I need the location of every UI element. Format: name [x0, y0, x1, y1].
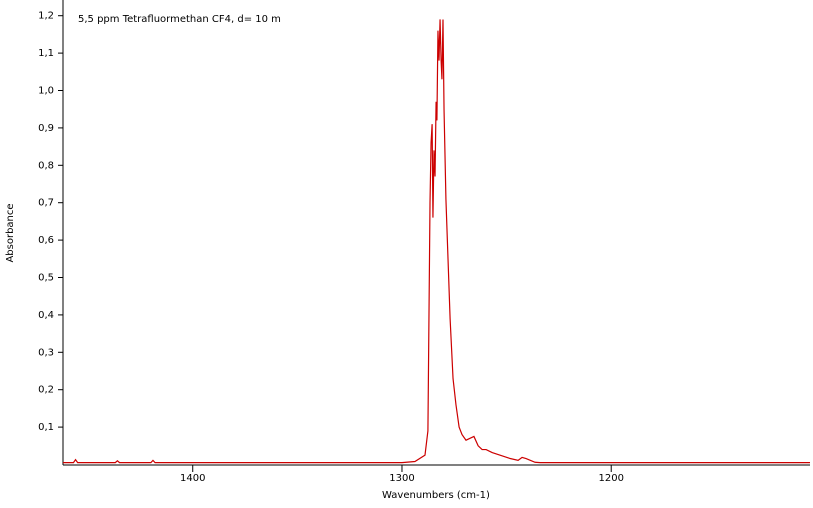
x-tick-label: 1200	[598, 473, 623, 484]
y-tick-label: 1,2	[38, 11, 54, 22]
y-axis-label: Absorbance	[5, 203, 16, 262]
spectrum-line	[63, 19, 810, 464]
y-tick-label: 0,8	[38, 160, 54, 171]
y-tick-label: 0,6	[38, 235, 54, 246]
y-tick-label: 0,1	[38, 422, 54, 433]
annotation: 5,5 ppm Tetrafluormethan CF4, d= 10 m	[78, 14, 281, 25]
y-tick-label: 0,9	[38, 123, 54, 134]
y-tick-label: 0,7	[38, 198, 54, 209]
y-tick-label: 0,3	[38, 347, 54, 358]
y-tick-label: 1,0	[38, 86, 54, 97]
y-tick-label: 1,1	[38, 48, 54, 59]
x-tick-label: 1400	[180, 473, 205, 484]
x-axis-label: Wavenumbers (cm-1)	[382, 490, 490, 501]
y-tick-label: 0,4	[38, 310, 54, 321]
x-tick-label: 1300	[389, 473, 414, 484]
y-tick-label: 0,5	[38, 273, 54, 284]
y-tick-label: 0,2	[38, 385, 54, 396]
